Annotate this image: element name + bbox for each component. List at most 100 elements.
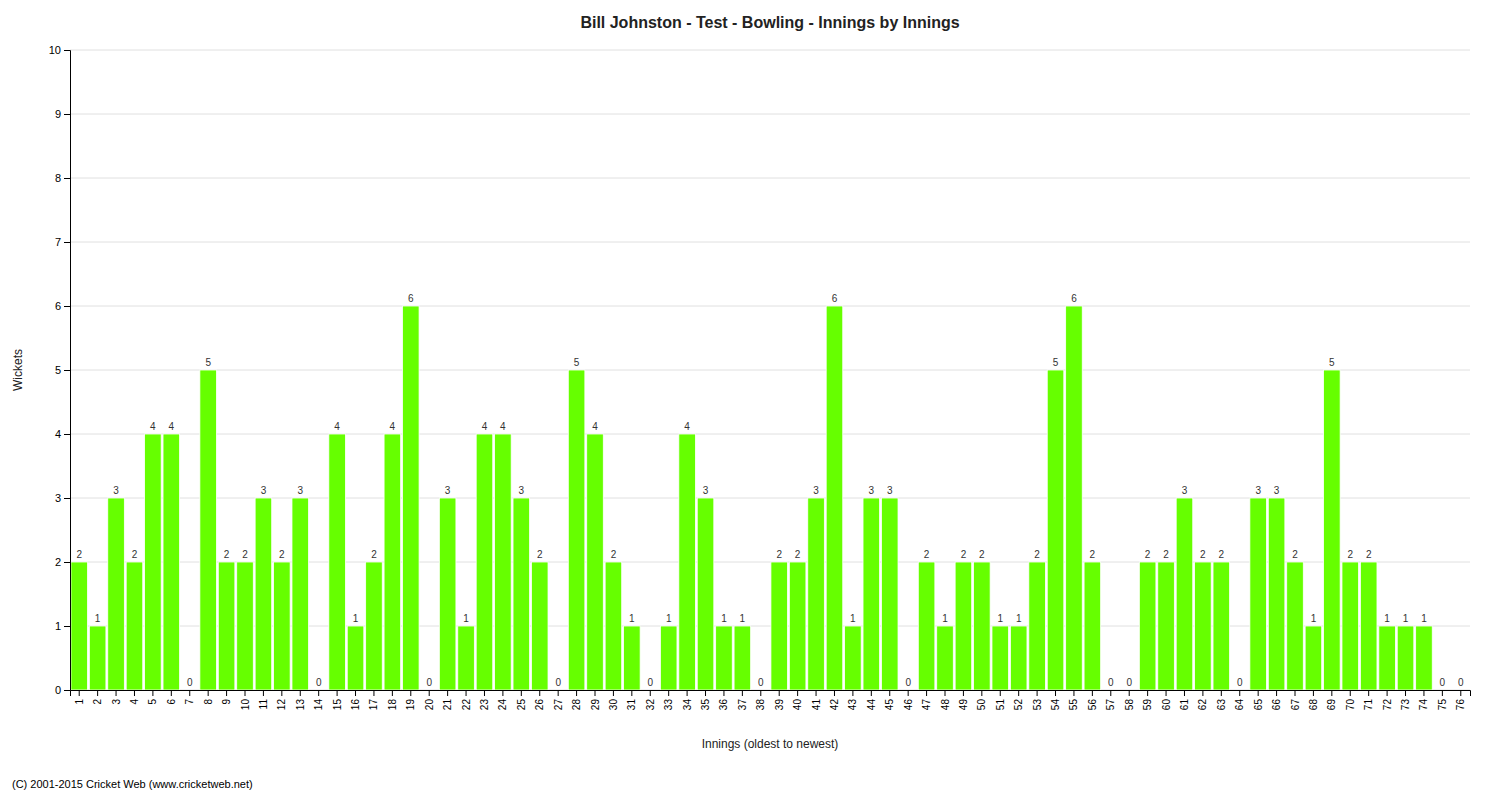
tick-mark [816,690,817,696]
tick-mark [558,690,559,696]
tick-mark [152,690,153,696]
tick-mark [889,690,890,696]
tick-mark [779,690,780,696]
x-tick: 8 [203,690,214,705]
bar [531,562,548,690]
data-label: 2 [224,549,230,560]
x-tick: 15 [332,690,343,710]
data-label: 1 [463,613,469,624]
tick-mark [410,690,411,696]
bar [1121,690,1138,691]
x-tick: 69 [1326,690,1337,710]
tick-mark [1313,690,1314,696]
x-tick: 32 [645,690,656,710]
tick-mark [64,562,70,563]
x-tick: 24 [497,690,508,710]
tick-mark [1202,690,1203,696]
data-label: 6 [832,293,838,304]
data-label: 1 [997,613,1003,624]
data-label: 4 [592,421,598,432]
x-tick: 56 [1087,690,1098,710]
x-tick: 29 [590,690,601,710]
data-label: 2 [1219,549,1225,560]
x-tick: 67 [1290,690,1301,710]
x-tick: 26 [534,690,545,710]
tick-mark [1295,690,1296,696]
tick-mark [64,434,70,435]
tick-label: 0 [55,684,61,696]
data-label: 2 [371,549,377,560]
data-label: 1 [1421,613,1427,624]
tick-mark [908,690,909,696]
tick-mark [64,690,70,691]
data-label: 3 [113,485,119,496]
tick-label: 2 [92,699,103,705]
tick-mark [1258,690,1259,696]
chart: 2132440522323041246031443205421014311022… [0,0,1500,800]
data-label: 2 [242,549,248,560]
x-tick: 72 [1382,690,1393,710]
tick-label: 20 [424,699,435,711]
bar [458,626,475,690]
data-label: 3 [1274,485,1280,496]
bar [439,498,456,690]
x-tick: 71 [1363,690,1374,710]
tick-mark [1331,690,1332,696]
x-tick: 12 [276,690,287,710]
bar [1103,690,1120,691]
tick-mark [576,690,577,696]
tick-label: 46 [903,699,914,711]
x-tick: 60 [1161,690,1172,710]
tick-label: 73 [1400,699,1411,711]
tick-label: 50 [976,699,987,711]
bar [310,690,327,691]
data-label: 3 [261,485,267,496]
bar [624,626,641,690]
data-label: 2 [795,549,801,560]
tick-label: 43 [847,699,858,711]
x-axis-title: Innings (oldest to newest) [702,737,839,751]
tick-label: 11 [258,699,269,710]
grid-line [70,178,1470,179]
bar [753,690,770,691]
data-label: 2 [1145,549,1151,560]
tick-mark [1129,690,1130,696]
tick-mark [742,690,743,696]
tick-mark [226,690,227,696]
bar [1324,370,1341,690]
data-label: 2 [1034,549,1040,560]
y-tick: 4 [55,428,70,440]
tick-label: 63 [1216,699,1227,711]
tick-label: 8 [55,172,61,184]
x-tick: 9 [221,690,232,705]
data-label: 0 [1440,677,1446,688]
tick-mark [447,690,448,696]
x-tick: 50 [976,690,987,710]
tick-label: 1 [55,620,61,632]
plot: 2132440522323041246031443205421014311022… [49,44,1471,710]
tick-label: 4 [55,428,61,440]
tick-label: 10 [240,699,251,711]
tick-mark [1368,690,1369,696]
tick-label: 66 [1271,699,1282,711]
y-tick: 8 [55,172,70,184]
bar [476,434,493,690]
tick-label: 61 [1179,699,1190,711]
bar [1453,690,1470,691]
tick-mark [64,50,70,51]
data-label: 0 [555,677,561,688]
tick-label: 3 [111,699,122,705]
data-label: 1 [1384,613,1390,624]
tick-mark [1073,690,1074,696]
tick-label: 53 [1032,699,1043,711]
tick-label: 56 [1087,699,1098,711]
tick-mark [64,498,70,499]
tick-label: 70 [1345,699,1356,711]
bar [163,434,180,690]
tick-label: 19 [405,699,416,711]
tick-label: 30 [608,699,619,711]
tick-label: 8 [203,699,214,705]
data-label: 2 [1366,549,1372,560]
bar [126,562,143,690]
x-tick: 44 [866,690,877,710]
